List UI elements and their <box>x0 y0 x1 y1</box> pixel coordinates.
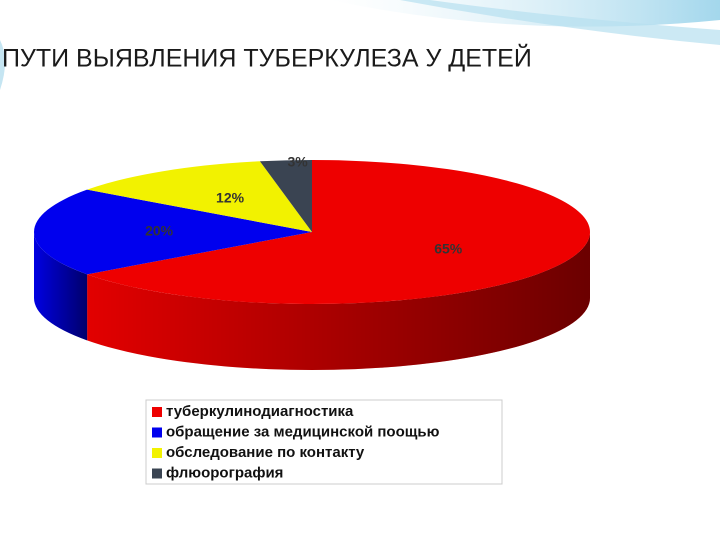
legend-label: обращение за медицинской поощью <box>166 423 440 440</box>
pie-side-shade <box>34 232 88 341</box>
pie-chart: 65% 20% 12% 3% <box>33 153 591 370</box>
legend-swatch <box>152 407 162 417</box>
pie-side-shade <box>87 232 591 370</box>
data-label: 3% <box>287 153 308 169</box>
legend-frame <box>145 399 503 485</box>
legend-label: флюорография <box>166 464 283 481</box>
chart-title: ПУТИ ВЫЯВЛЕНИЯ ТУБЕРКУЛЕЗА У ДЕТЕЙ <box>2 43 532 73</box>
legend-label: обследование по контакту <box>166 444 365 461</box>
data-label: 65% <box>434 241 463 257</box>
data-label: 12% <box>216 189 245 205</box>
decoration <box>400 0 720 45</box>
pie-slice <box>259 160 312 232</box>
legend-swatch <box>152 448 162 458</box>
legend: туберкулинодиагностика обращение за медиц… <box>145 399 503 485</box>
legend-swatch <box>152 468 162 479</box>
pie-slice <box>33 189 312 275</box>
data-label: 20% <box>145 223 174 239</box>
legend-swatch <box>152 427 162 438</box>
decoration <box>0 40 5 90</box>
legend-label: туберкулинодиагностика <box>166 403 354 420</box>
pie-slice <box>87 160 591 305</box>
pie-slice <box>87 161 312 232</box>
